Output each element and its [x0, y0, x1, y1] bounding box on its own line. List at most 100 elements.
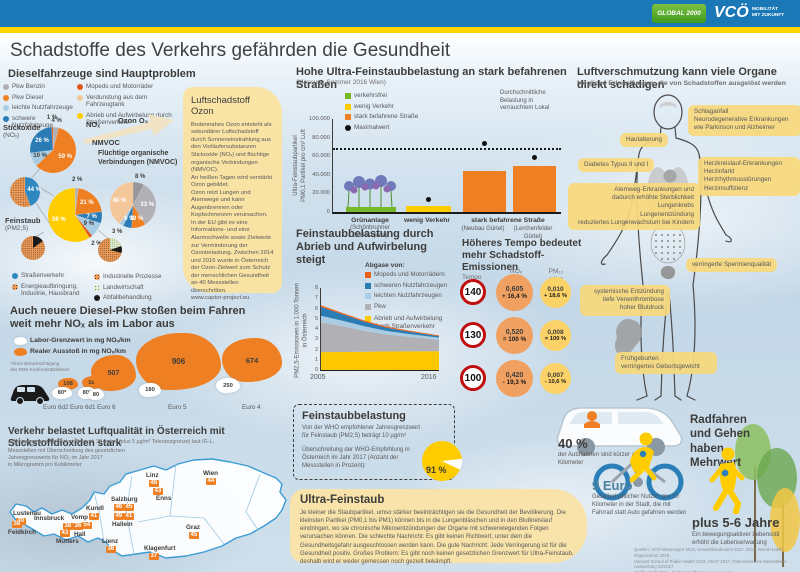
speed-sign-130: 130: [460, 322, 486, 348]
legend-swatch: [77, 112, 83, 119]
legend-swatch: [3, 105, 9, 112]
nox-value-130: 0,520 = 100 %: [496, 317, 533, 354]
box-title: Ultra-Feinstaub: [300, 494, 385, 506]
pie-slice-label: 8 %: [134, 174, 146, 181]
pie-slice-label: 7 %: [86, 213, 97, 220]
trees-illustration: [735, 424, 800, 567]
nox-pie-chart: 4 % 59 % 10 % 26 % 1 %: [29, 115, 77, 174]
legend-item: Mopeds und Motorräder: [77, 83, 177, 91]
no2-value-chip: 54: [82, 522, 92, 529]
y-tick-label: 4: [314, 326, 318, 332]
ozone-box-body: Bodennahes Ozon entsteht als sekundärer …: [191, 121, 274, 302]
y-tick-label: 0: [314, 367, 318, 373]
arrow-label-nox: NOₓ: [86, 120, 100, 129]
pie-title: Feinstaub: [5, 216, 41, 225]
reference-line-label: Durchschnittliche Belastung in verraucht…: [500, 90, 550, 111]
measurement-note: Messstellen mit Überschreitung des geset…: [8, 448, 125, 469]
pie-slice-label: 26 %: [35, 137, 49, 144]
pie-slice-label: 10 %: [129, 215, 144, 222]
y-tick-label: 60.000: [312, 153, 330, 160]
no2-value-chip: 38: [12, 521, 22, 528]
legend-label: Verdunstung aus dem Fahrzeugtank: [86, 93, 148, 109]
max-value-dot: [426, 197, 431, 203]
legend-item: schwere Nutzfahrzeuge: [3, 115, 75, 130]
bar-chart-plot-area: 0 20.000 40.000 60.000 80.000 100.000: [309, 116, 561, 215]
no2-value-chip: 49: [114, 513, 124, 520]
cyclist-icon: [593, 432, 684, 501]
legend-item: Mopeds und Motorrädern: [365, 271, 457, 279]
who-pie-label: 91 %: [426, 465, 447, 475]
pie-slice-label: 3 %: [112, 228, 123, 235]
legend-swatch: [77, 94, 83, 101]
cloud-legend: Labor-Grenzwert in mg NOₓ/km Realer Auss…: [14, 337, 131, 359]
legend-swatch: [365, 282, 371, 289]
y-axis-label: PM2,5-Emissionen in 1.000 Tonnen in Öste…: [294, 283, 309, 378]
chart-title: Feinstaubbelastung durch Abrieb und Aufw…: [296, 228, 434, 266]
legend-swatch: [12, 273, 18, 279]
legend-swatch: [3, 115, 9, 122]
diesel-car-icon: [10, 385, 50, 405]
legend-label: Abrieb und Aufwirbelung durch Straßenver…: [86, 111, 172, 127]
map-city-label: Enns: [156, 495, 172, 502]
legend-item: Pkw Diesel: [3, 94, 75, 102]
chart-legend: verkehrsfrei wenig Verkehr stark befahre…: [345, 92, 418, 134]
source-legend-col2: Industrielle Prozesse Landwirtschaft Abf…: [94, 273, 174, 305]
organ-label-stroke: Schlaganfall Neurodegenerative Erkrankun…: [688, 105, 800, 136]
no2-value-chip: 45: [189, 532, 199, 539]
y-tick-label: 2: [314, 346, 318, 353]
limit-cloud-euro4: 250: [216, 378, 240, 393]
section-pm-trend: Feinstaubbelastung durch Abrieb und Aufw…: [293, 226, 458, 404]
arrow-label-ozon: Ozon O₃: [118, 116, 149, 125]
nox-change: = 100 %: [502, 335, 527, 343]
cat-euro6d1: Euro 6d1: [70, 404, 96, 411]
section-title: Luftverschmutzung kann viele Organe dire…: [577, 66, 777, 91]
ozone-info-box: Luftschadstoff Ozon Bodennahes Ozon ents…: [183, 87, 282, 301]
y-tick-label: 20.000: [312, 190, 330, 197]
x-tick-2005: 2005: [310, 374, 326, 381]
vco-tagline: MOBILITÄT MIT ZUKUNFT: [752, 7, 785, 19]
legend-swatch-maximalwert: [345, 124, 351, 131]
nox-change: - 19,3 %: [502, 378, 527, 386]
organ-label-heart: Herzkreislauf-Erkrankungen Herzinfarkt H…: [698, 157, 800, 196]
legend-item: wenig Verkehr: [345, 103, 418, 111]
nox-value-100: 0,420 - 19,3 %: [496, 360, 533, 397]
y-tick-label: 8: [314, 285, 318, 291]
nox-value: 0,520: [505, 328, 524, 336]
real-cloud-euro6: 507: [91, 355, 136, 391]
category-label-wenig-verkehr: wenig Verkehr: [403, 217, 451, 224]
legend-label: Pkw: [374, 302, 386, 310]
y-tick-label: 40.000: [312, 171, 330, 178]
no2-value-chip: 38: [63, 523, 73, 530]
road-traffic-detail-pie-chart: 2 % 21 % 7 % 9 % 2 % 59 %: [47, 177, 103, 247]
legend-item: Pkw: [365, 303, 457, 311]
organ-label-diabetes: Diabetes Typus II und I: [578, 158, 655, 173]
stat-9-euro: 9 Euro: [592, 478, 633, 493]
pie-slice-label: 1 %: [46, 115, 58, 122]
legend-label: stark befahrene Straße: [354, 113, 419, 121]
category-sub-neubau: (Neubau Gürtel): [461, 226, 505, 232]
pie-slice-label: 44 %: [27, 187, 41, 194]
organ-label-birth: Frühgeburten verringertes Geburtsgewicht: [615, 352, 717, 375]
pie-slice-label: 59 %: [58, 154, 73, 161]
legend-swatch: [345, 103, 351, 110]
y-tick-label: 3: [314, 336, 318, 343]
speed-sign-100: 100: [460, 365, 486, 391]
y-tick-label: 6: [314, 305, 318, 312]
category-label-gruenanlage: Grünanlage (Schönbrunner Schlosspark): [340, 217, 400, 240]
legend-header: Abgase von:: [365, 262, 405, 269]
legend-swatch: [3, 84, 9, 90]
legend-label: Maximalwert: [354, 123, 390, 131]
y-tick-label: 1: [314, 356, 318, 363]
map-city-label: Mutters: [56, 538, 79, 545]
legend-item: Energieaufbringung, Industrie, Hausbrand: [12, 283, 94, 298]
pm-source-pie-chart: 44 %: [9, 176, 41, 208]
legend-label: leichte Nutzfahrzeuge: [12, 104, 73, 112]
legend-item: stark befahrene Straße: [345, 113, 418, 121]
y-tick-label: 0: [326, 209, 330, 215]
legend-item: Labor-Grenzwert in mg NOₓ/km: [14, 337, 131, 345]
map-city-label: Linz: [146, 472, 159, 479]
no2-value-chip: 44: [206, 478, 216, 485]
no2-value-chip: 45: [124, 504, 134, 511]
x-tick-2016: 2016: [421, 374, 437, 381]
nox-value: 0,420: [505, 371, 524, 379]
